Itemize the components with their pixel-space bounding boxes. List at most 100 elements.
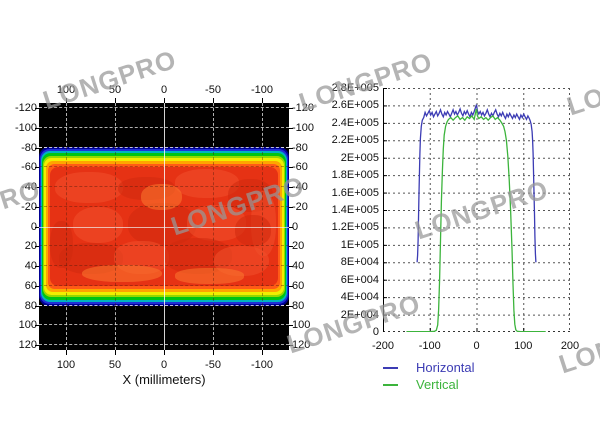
x-tick-label-bottom: 0 (160, 359, 168, 371)
x-tick-label-bottom: -50 (205, 359, 221, 371)
beam-noise-blob (175, 268, 244, 284)
grid-line-h-beam (39, 185, 289, 187)
x-tick-label-bottom: 100 (56, 359, 76, 371)
axis-tick (289, 266, 293, 267)
x-tick-label-top: 100 (56, 84, 76, 96)
grid-line-h-beam (39, 264, 289, 266)
beam-noise-blob (50, 220, 73, 269)
x-tick-label-top: -100 (250, 84, 274, 96)
x-tick-label: 100 (514, 340, 533, 352)
y-tick-label: 2.6E+005 (331, 99, 379, 112)
y-tick-label-left: -60 (21, 161, 37, 174)
y-tick-label-right: 80 (292, 299, 305, 312)
y-tick-label: 1E+005 (340, 238, 379, 251)
y-tick-label: 1.8E+005 (331, 169, 379, 182)
axis-tick (66, 350, 67, 355)
y-tick-label-right: 100 (292, 319, 311, 332)
y-tick-label-right: -100 (292, 121, 315, 134)
y-tick-label-right: 60 (292, 279, 305, 292)
x-tick-label: 0 (473, 340, 480, 352)
axis-tick (289, 127, 293, 129)
axis-tick (35, 147, 39, 149)
series-line-horizontal (416, 104, 537, 263)
axis-tick (35, 325, 39, 327)
axis-tick (35, 285, 39, 287)
axis-tick (164, 98, 165, 103)
y-tick-label-right: -40 (292, 181, 308, 193)
axis-tick (262, 98, 263, 103)
y-tick-label-right: -120 (292, 102, 315, 114)
grid-line-h-beam (39, 284, 289, 286)
beam-map-plot-area (39, 103, 289, 350)
x-tick-label-bottom: 50 (108, 359, 122, 371)
axis-tick (35, 127, 39, 129)
axis-tick (289, 345, 293, 346)
y-tick-label-left: -100 (14, 121, 37, 134)
profile-plot-area (383, 88, 570, 332)
axis-tick (289, 285, 293, 287)
y-tick-label: 1.4E+005 (331, 204, 379, 216)
x-tick-label: 200 (560, 340, 580, 352)
axis-tick (289, 325, 293, 327)
y-tick-label-right: 120 (292, 339, 311, 351)
legend-label-horizontal: Horizontal (416, 360, 475, 375)
axis-tick (35, 305, 39, 307)
y-tick-label: 2E+004 (340, 308, 379, 321)
axis-tick (115, 98, 116, 103)
x-axis-title: X (millimeters) (122, 372, 206, 387)
axis-tick (66, 98, 67, 103)
series-line-vertical (406, 108, 546, 332)
axis-tick (289, 206, 293, 208)
beam-noise-blob (81, 264, 162, 283)
horizontal-line-swatch (383, 366, 398, 369)
axis-tick (289, 246, 293, 248)
y-tick-label: 2.8E+005 (331, 82, 379, 94)
x-tick-label: -100 (418, 340, 441, 352)
y-tick-label-right: -20 (292, 200, 308, 213)
y-tick-label-left: -20 (21, 200, 37, 213)
grid-line-h-beam (39, 166, 289, 168)
y-tick-label-right: 40 (292, 260, 305, 272)
axis-tick (289, 147, 293, 149)
beam-noise-blob (141, 183, 183, 210)
y-tick-label-right: 0 (292, 220, 299, 233)
legend-item-horizontal: Horizontal (383, 359, 475, 376)
legend-item-vertical: Vertical (383, 376, 475, 393)
axis-tick (289, 108, 293, 109)
y-tick-label: 0 (372, 326, 379, 338)
grid-line-h (39, 146, 289, 148)
y-tick-label: 1.2E+005 (331, 221, 379, 234)
y-tick-label: 2.2E+005 (331, 134, 379, 147)
grid-line-h-beam (39, 205, 289, 207)
axis-tick (35, 226, 39, 228)
vertical-line-swatch (383, 383, 398, 386)
axis-tick (289, 305, 293, 307)
y-tick-label: 6E+004 (340, 273, 379, 286)
axis-tick (35, 345, 39, 346)
grid-line-h (39, 304, 289, 306)
axis-tick (35, 206, 39, 208)
axis-tick (35, 108, 39, 109)
x-tick-label: -200 (371, 340, 395, 352)
y-tick-label-left: 0 (30, 220, 37, 233)
axis-tick (213, 98, 214, 103)
y-tick-label-left: 120 (18, 339, 37, 351)
axis-tick (35, 167, 39, 169)
y-tick-label-left: -40 (21, 181, 37, 193)
grid-line-v-beam (262, 147, 263, 306)
y-tick-label: 4E+004 (340, 291, 379, 304)
axis-tick (289, 187, 293, 188)
grid-line-v-beam (115, 147, 116, 306)
grid-line-h-beam (39, 245, 289, 247)
y-tick-label-left: -80 (21, 141, 37, 154)
axis-tick (35, 187, 39, 188)
x-tick-label-bottom: -100 (250, 359, 274, 371)
axis-tick (164, 350, 165, 355)
y-tick-label-left: 60 (24, 279, 37, 292)
y-tick-label-left: 100 (18, 319, 37, 332)
axis-tick (262, 350, 263, 355)
axis-tick (289, 226, 293, 228)
y-tick-label: 2E+005 (340, 151, 379, 164)
axis-tick (35, 266, 39, 267)
